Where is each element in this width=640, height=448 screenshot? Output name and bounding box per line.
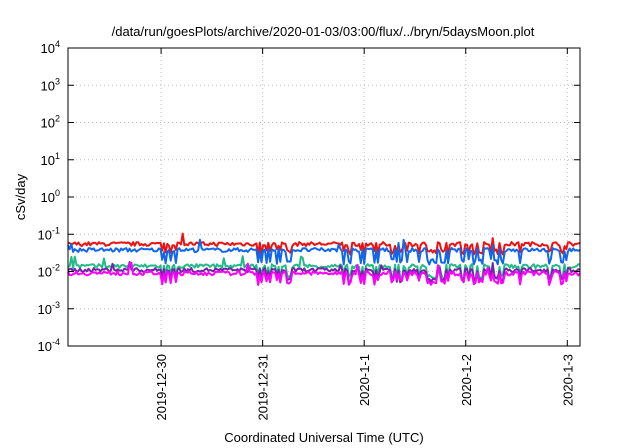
y-tick-label: 103 — [41, 76, 60, 93]
series-group — [67, 232, 581, 286]
y-axis-label: cSv/day — [13, 173, 28, 220]
y-axis: 10-4 10-3 10-2 10-1 100 101 102 103 104 — [38, 39, 580, 354]
y-tick-label: 10-3 — [38, 300, 60, 317]
y-tick-label: 101 — [41, 151, 60, 168]
y-tick-label: 102 — [41, 114, 60, 131]
series-line-5 — [67, 261, 581, 286]
y-tick-label: 100 — [41, 188, 60, 205]
x-tick-label: 2019-12-31 — [256, 354, 271, 421]
chart-title: /data/run/goesPlots/archive/2020-01-03/0… — [112, 24, 535, 39]
y-tick-label: 104 — [41, 39, 60, 56]
y-tick-label: 10-1 — [38, 225, 60, 242]
series-line-2 — [67, 238, 581, 266]
y-tick-label: 10-2 — [38, 263, 60, 280]
x-tick-label: 2020-1-1 — [357, 354, 372, 406]
x-tick-label: 2019-12-30 — [154, 354, 169, 421]
y-tick-label: 10-4 — [38, 337, 60, 354]
x-axis: 2019-12-30 2019-12-31 2020-1-1 2020-1-2 2020… — [154, 48, 575, 421]
grid — [68, 48, 580, 346]
series-line-1 — [67, 232, 581, 256]
series-line-4 — [67, 261, 581, 284]
x-tick-label: 2020-1-2 — [459, 354, 474, 406]
x-axis-label: Coordinated Universal Time (UTC) — [224, 430, 423, 445]
x-tick-label: 2020-1-3 — [560, 354, 575, 406]
